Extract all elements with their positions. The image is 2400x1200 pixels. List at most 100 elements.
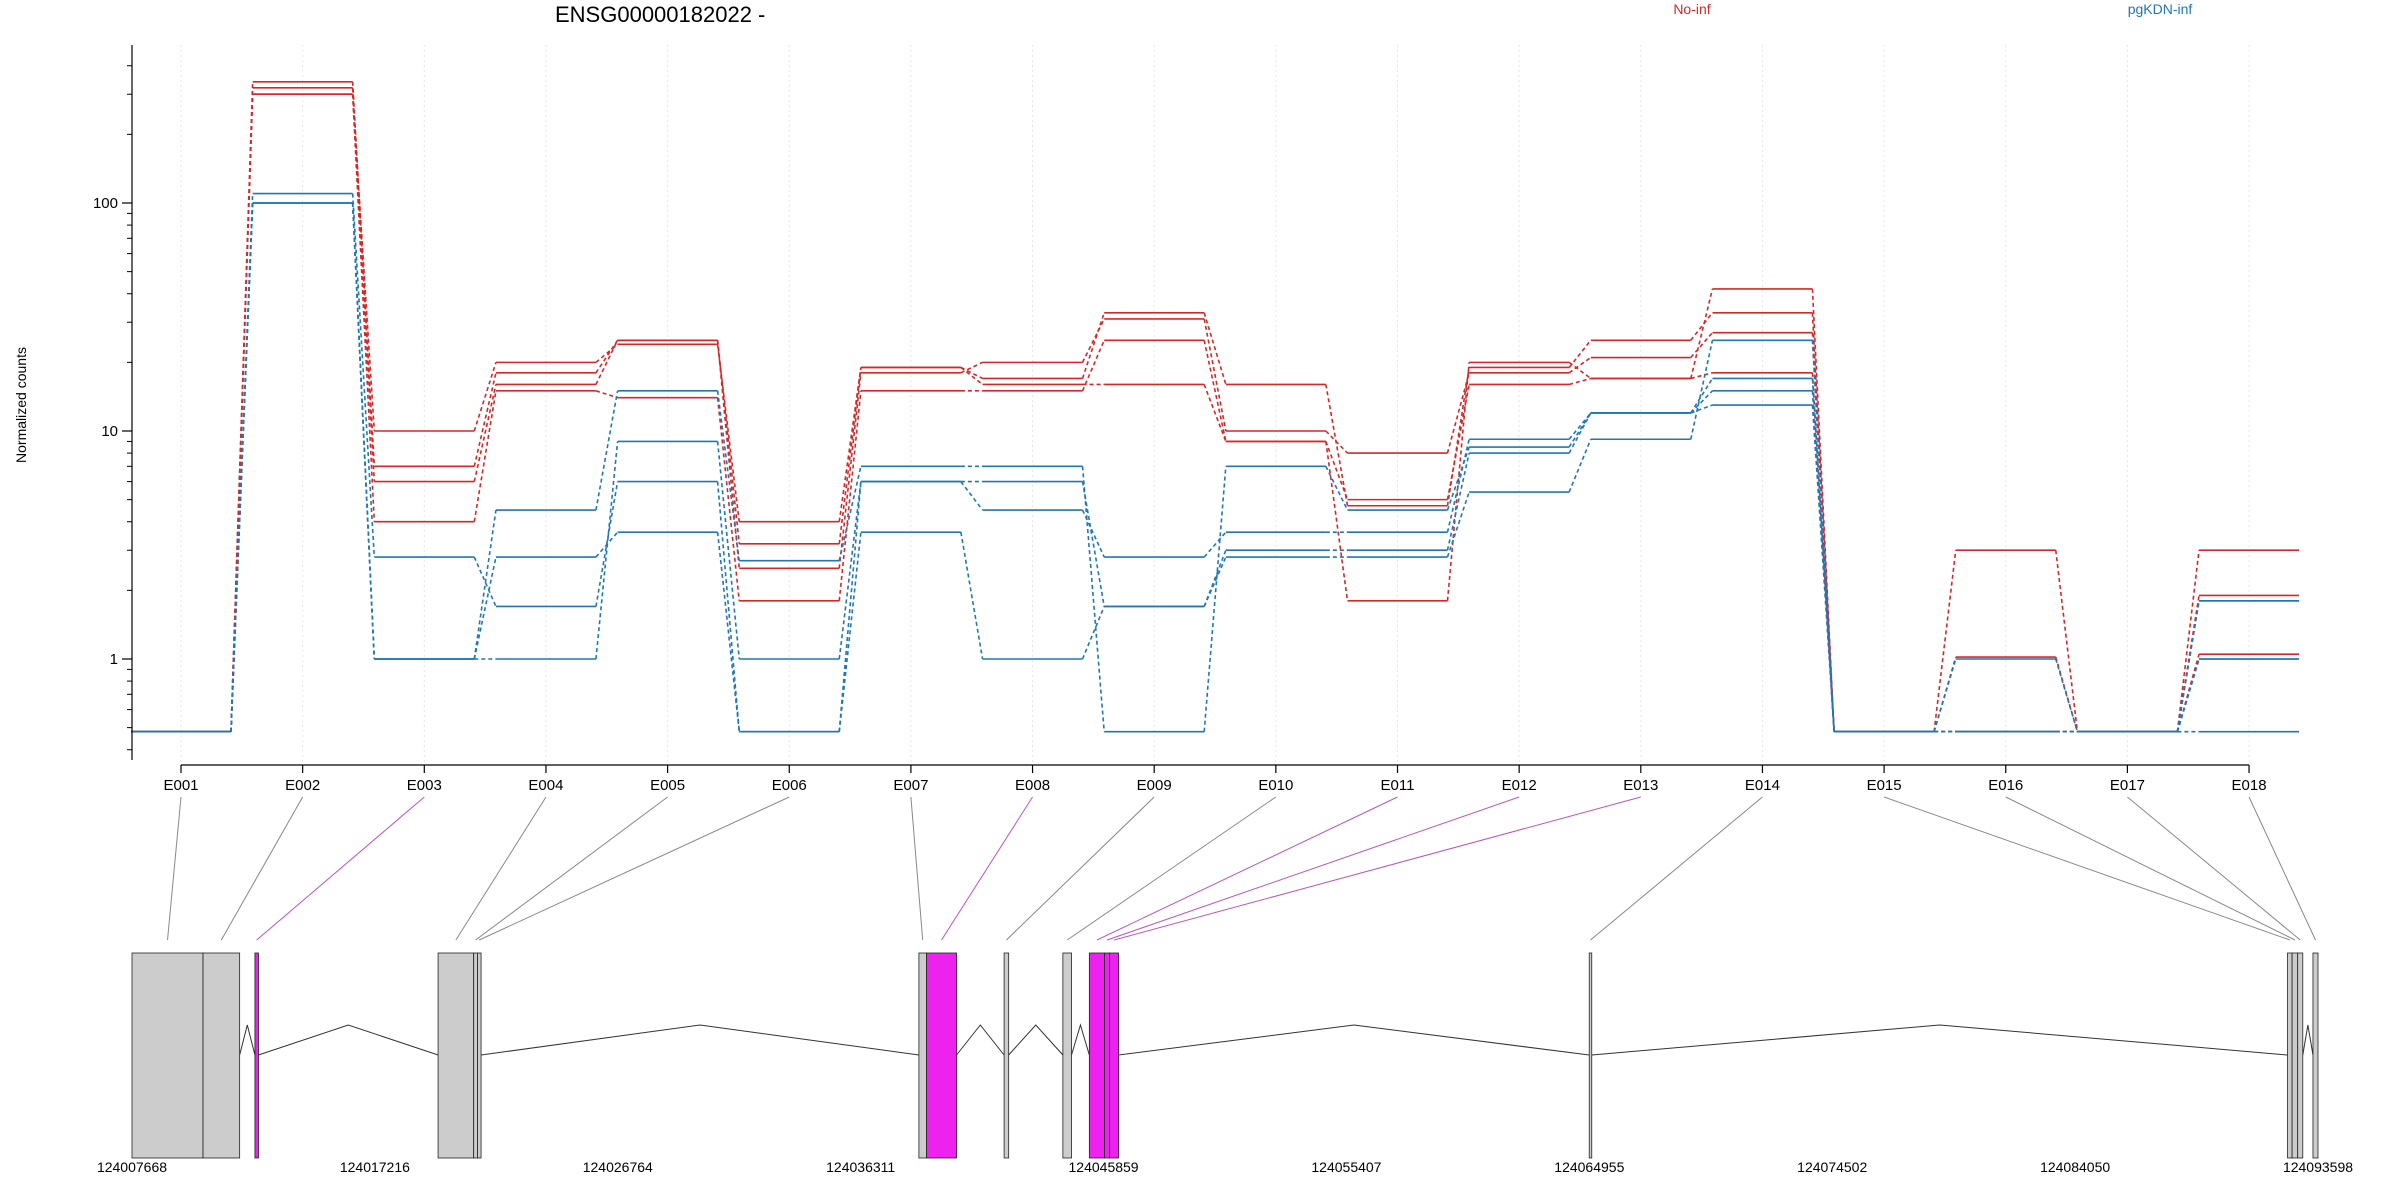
intron-9	[1071, 1023, 1090, 1056]
series-4-link-7	[1081, 481, 1105, 607]
coordinate-label: 124055407	[1311, 1159, 1381, 1175]
series-3	[131, 93, 2300, 733]
connector-e003	[256, 796, 425, 941]
connector-e005	[475, 796, 668, 941]
series-3-link-5	[838, 367, 862, 522]
intron-5	[481, 1024, 919, 1056]
series-2-link-11	[1568, 339, 1592, 368]
series-5	[131, 202, 2300, 733]
connector-e018	[2248, 796, 2316, 941]
connector-e017	[2127, 796, 2301, 941]
series-5-link-9	[1325, 465, 1349, 511]
exon-label-e008: E008	[1015, 777, 1050, 794]
exon-label-e010: E010	[1258, 777, 1293, 794]
series-6-link-6	[960, 532, 984, 660]
series-0-link-7	[1081, 339, 1105, 392]
series-2	[131, 81, 2300, 733]
connector-e010	[1066, 796, 1277, 941]
exon-block-e009	[1003, 952, 1010, 1159]
series-0-link-16	[2176, 550, 2200, 732]
series-1	[131, 87, 2300, 733]
series-0-link-3	[595, 390, 618, 399]
y-axis-label: Normalized counts	[13, 347, 29, 463]
series-7-link-3	[595, 531, 619, 558]
exon-block-e001	[131, 952, 204, 1159]
exon-label-e011: E011	[1381, 777, 1415, 794]
series-3-link-8	[1203, 384, 1227, 442]
connector-e009	[1006, 796, 1155, 941]
series-5-link-8	[1203, 466, 1227, 732]
series-4	[131, 202, 2300, 733]
exon-label-e018: E018	[2232, 777, 2267, 794]
series-0-link-4	[716, 397, 741, 601]
series-3-link-10	[1446, 362, 1470, 601]
coordinate-label: 124045859	[1069, 1159, 1139, 1175]
coordinate-label: 124017216	[340, 1159, 410, 1175]
exon-label-e015: E015	[1867, 777, 1902, 794]
series-5-link-4	[716, 390, 741, 561]
exon-block-e018	[2312, 952, 2319, 1159]
exon-label-e016: E016	[1988, 777, 2023, 794]
series-3-link-13	[1811, 288, 1835, 732]
series-5-link-12	[1690, 378, 1714, 414]
exon-connectors	[167, 796, 2316, 941]
series-3-link-14	[1933, 550, 1957, 732]
exon-block-e010	[1062, 952, 1072, 1159]
connector-e008	[941, 796, 1033, 941]
series-2-link-4	[716, 340, 741, 544]
connector-e015	[1883, 796, 2290, 941]
series-3-link-11	[1568, 361, 1592, 380]
coordinate-label: 124093598	[2283, 1159, 2353, 1175]
series-1-link-6	[960, 361, 983, 374]
series-7-link-0	[230, 202, 254, 732]
series-4-link-3	[595, 441, 619, 660]
series-0-link-5	[838, 390, 862, 601]
series-1-link-2	[473, 384, 497, 482]
series-7-link-13	[1811, 404, 1835, 732]
series-7-link-16	[2176, 658, 2200, 732]
series-6-link-5	[838, 532, 862, 732]
series-6	[131, 192, 2300, 733]
series-5-link-2	[473, 509, 497, 660]
series-3-link-12	[1690, 288, 1714, 379]
exon-block-e008	[926, 952, 957, 1159]
legend-entry-no-inf: No-inf	[1673, 1, 1710, 17]
exon-label-e006: E006	[772, 777, 807, 794]
intron-1	[239, 1024, 256, 1056]
exon-block-e012	[1104, 952, 1111, 1159]
coordinate-label: 124064955	[1554, 1159, 1624, 1175]
series-5-link-14	[1933, 658, 1957, 732]
coordinate-label: 124036311	[826, 1159, 895, 1175]
series-5-link-5	[838, 466, 862, 561]
exon-label-e009: E009	[1137, 777, 1172, 794]
exon-label-e014: E014	[1745, 777, 1780, 794]
series-2-link-7	[1081, 312, 1105, 379]
coordinate-label: 124074502	[1797, 1159, 1867, 1175]
intron-13	[1591, 1024, 2288, 1056]
series-5-link-3	[595, 390, 619, 511]
exon-label-e013: E013	[1623, 777, 1658, 794]
series-3-link-4	[716, 344, 741, 522]
series-7-link-12	[1690, 404, 1713, 414]
series-5-link-16	[2176, 600, 2200, 732]
exon-label-e012: E012	[1502, 777, 1537, 794]
coordinate-label: 124084050	[2040, 1159, 2110, 1175]
series-2-link-10	[1446, 367, 1470, 506]
coordinate-label: 124026764	[583, 1159, 653, 1175]
exon-label-e004: E004	[528, 777, 563, 794]
axes: 1 10 100 E001 E002 E003 E004 E005 E006 E007 E008 E0…	[93, 45, 2267, 794]
exon-block-e005	[473, 952, 478, 1159]
series-1-link-11	[1568, 356, 1592, 374]
exon-block-e004	[437, 952, 475, 1159]
connector-e001	[167, 796, 182, 941]
exon-block-e014	[1588, 952, 1593, 1159]
series-6-link-7	[1081, 606, 1105, 660]
intron-12	[1118, 1024, 1590, 1056]
intron-2	[258, 1024, 439, 1056]
intron-7	[956, 1024, 1005, 1056]
series-1-link-12	[1690, 332, 1714, 359]
gene-model: 124007668 124017216 124026764 124036311 1240…	[97, 952, 2353, 1175]
series-6-link-11	[1568, 438, 1592, 493]
series-5-link-7	[1081, 466, 1105, 732]
